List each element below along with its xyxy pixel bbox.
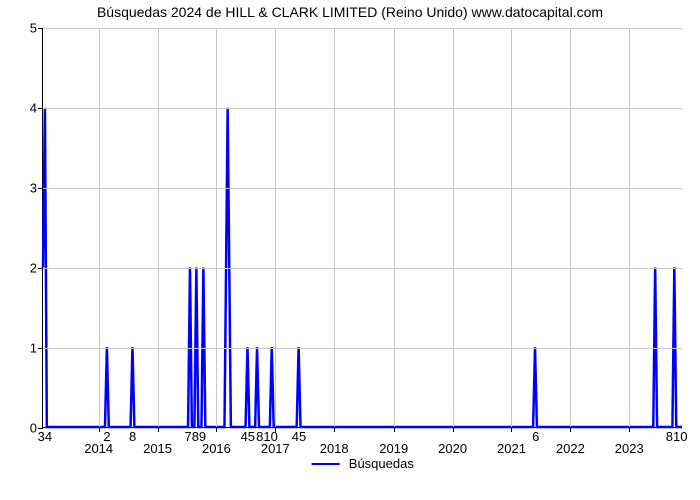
- gridline-v: [570, 28, 571, 427]
- ytick-label: 3: [30, 181, 43, 196]
- x-value-label: 45: [292, 427, 306, 444]
- chart-container: Búsquedas 2024 de HILL & CLARK LIMITED (…: [0, 0, 700, 500]
- ytick-label: 1: [30, 341, 43, 356]
- x-value-label: 2: [103, 427, 110, 444]
- chart-title: Búsquedas 2024 de HILL & CLARK LIMITED (…: [0, 4, 700, 20]
- gridline-v: [394, 28, 395, 427]
- gridline-h: [43, 28, 682, 29]
- gridline-v: [216, 28, 217, 427]
- gridline-v: [334, 28, 335, 427]
- line-series: [43, 28, 682, 427]
- x-value-label: 45: [241, 427, 255, 444]
- gridline-v: [511, 28, 512, 427]
- gridline-v: [275, 28, 276, 427]
- xtick-label: 2019: [379, 427, 408, 456]
- xtick-label: 2016: [202, 427, 231, 456]
- xtick-label: 2015: [143, 427, 172, 456]
- x-value-label: 789: [184, 427, 206, 444]
- x-value-label: 810: [666, 427, 688, 444]
- xtick-label: 2020: [438, 427, 467, 456]
- gridline-h: [43, 348, 682, 349]
- x-value-label: 6: [532, 427, 539, 444]
- xtick-label: 2021: [497, 427, 526, 456]
- gridline-v: [629, 28, 630, 427]
- gridline-v: [158, 28, 159, 427]
- xtick-label: 2018: [320, 427, 349, 456]
- x-value-label: 34: [38, 427, 52, 444]
- gridline-v: [99, 28, 100, 427]
- plot-area: Búsquedas 012345201420152016201720182019…: [42, 28, 682, 428]
- legend-label: Búsquedas: [349, 456, 414, 471]
- ytick-label: 2: [30, 261, 43, 276]
- xtick-label: 2022: [556, 427, 585, 456]
- gridline-h: [43, 268, 682, 269]
- xtick-label: 2023: [615, 427, 644, 456]
- gridline-h: [43, 188, 682, 189]
- gridline-h: [43, 108, 682, 109]
- x-value-label: 810: [256, 427, 278, 444]
- legend-swatch: [311, 463, 339, 465]
- ytick-label: 4: [30, 101, 43, 116]
- x-value-label: 8: [129, 427, 136, 444]
- gridline-v: [453, 28, 454, 427]
- ytick-label: 5: [30, 21, 43, 36]
